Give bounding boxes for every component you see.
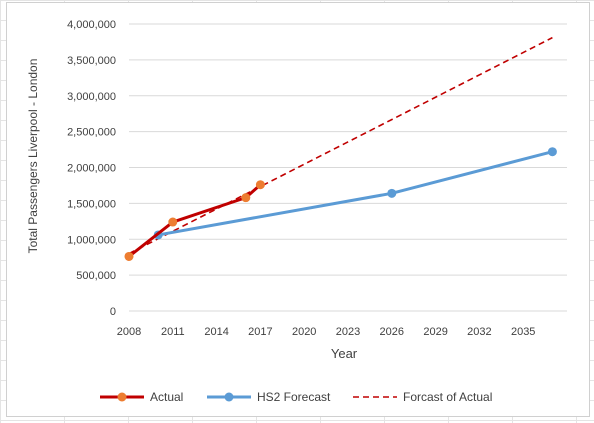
legend-label: Actual xyxy=(150,390,183,404)
x-tick-label: 2026 xyxy=(380,326,404,338)
series-line-1 xyxy=(128,183,262,258)
series-point-1 xyxy=(255,180,265,190)
series-point-2 xyxy=(387,188,397,198)
x-tick-label: 2023 xyxy=(336,326,360,338)
x-tick-label: 2029 xyxy=(423,326,447,338)
x-tick-label: 2035 xyxy=(511,326,535,338)
y-tick-label: 3,000,000 xyxy=(67,91,116,103)
chart-area[interactable]: 0 500,000 1,000,000 1,500,000 2,000,000 2,500… xyxy=(6,2,590,417)
legend-label: HS2 Forecast xyxy=(257,390,331,404)
y-tick-label: 3,500,000 xyxy=(67,55,116,67)
legend-marker xyxy=(224,392,234,402)
x-tick-label: 2032 xyxy=(467,326,491,338)
series-line-3 xyxy=(128,36,553,255)
y-tick-label: 2,500,000 xyxy=(67,127,116,139)
line-chart: 0 500,000 1,000,000 1,500,000 2,000,000 2,500… xyxy=(26,19,567,404)
legend-label: Forcast of Actual xyxy=(403,390,492,404)
series-point-2 xyxy=(547,147,557,157)
x-tick-label: 2017 xyxy=(248,326,272,338)
gridlines xyxy=(129,23,567,312)
series-line-2 xyxy=(157,150,553,237)
y-axis-label: Total Passengers Liverpool - London xyxy=(26,59,40,254)
y-tick-label: 1,000,000 xyxy=(67,234,116,246)
y-tick-label: 0 xyxy=(110,306,116,318)
y-tick-label: 1,500,000 xyxy=(67,198,116,210)
x-tick-label: 2011 xyxy=(161,326,185,338)
y-tick-label: 2,000,000 xyxy=(67,163,116,175)
series-point-1 xyxy=(241,193,251,203)
series-point-1 xyxy=(168,217,178,227)
x-tick-label: 2020 xyxy=(292,326,316,338)
series-point-1 xyxy=(124,251,134,261)
x-tick-label: 2008 xyxy=(117,326,141,338)
x-axis-label: Year xyxy=(331,346,358,361)
x-tick-label: 2014 xyxy=(204,326,228,338)
legend: Actual HS2 Forecast Forcast of Actual xyxy=(100,390,492,404)
y-tick-label: 500,000 xyxy=(76,270,116,282)
y-axis-ticks: 0 500,000 1,000,000 1,500,000 2,000,000 2,500… xyxy=(67,19,116,318)
y-tick-label: 4,000,000 xyxy=(67,19,116,31)
legend-marker xyxy=(117,392,127,402)
series xyxy=(124,36,557,261)
x-axis-ticks: 2008 2011 2014 2017 2020 2023 2026 2029 2032 2035 xyxy=(117,326,536,338)
